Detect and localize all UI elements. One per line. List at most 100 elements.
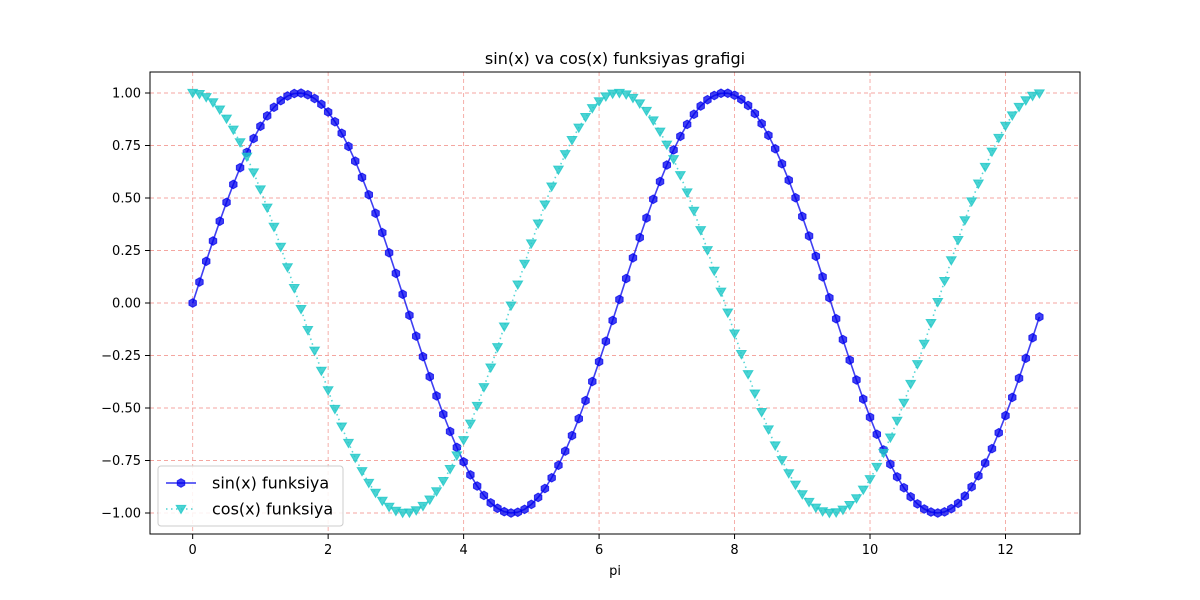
legend-label: sin(x) funksiya [212, 474, 329, 493]
data-point-cos [586, 104, 598, 114]
data-point-sin [560, 446, 570, 457]
data-point-cos [512, 280, 524, 291]
data-point-sin [344, 141, 353, 152]
data-point-sin [987, 443, 997, 454]
data-point-cos [566, 136, 578, 146]
x-tick-label: 2 [324, 543, 332, 558]
data-point-cos [715, 287, 727, 298]
data-point-sin [913, 499, 922, 509]
data-point-sin [886, 459, 895, 470]
data-point-cos [376, 496, 389, 507]
data-point-sin [845, 355, 854, 365]
data-point-cos [336, 422, 348, 433]
data-point-sin [371, 208, 380, 219]
data-point-cos [268, 222, 280, 233]
data-point-cos [444, 465, 456, 475]
data-point-cos [491, 343, 504, 353]
series-sin [188, 88, 1044, 518]
data-point-sin [208, 236, 218, 246]
data-point-sin [777, 158, 787, 169]
data-point-cos [593, 97, 605, 107]
data-point-sin [202, 256, 211, 267]
data-point-cos [552, 165, 565, 176]
data-point-cos [1026, 91, 1039, 102]
x-tick-label: 8 [730, 543, 738, 558]
data-point-sin [750, 108, 760, 119]
data-point-cos [417, 501, 429, 512]
data-point-sin [411, 331, 421, 342]
data-point-cos [898, 398, 910, 409]
data-point-sin [567, 430, 577, 441]
data-point-sin [906, 491, 915, 502]
data-point-sin [967, 481, 976, 492]
data-point-sin [459, 457, 468, 467]
data-point-cos [457, 436, 470, 446]
data-point-cos [769, 441, 781, 452]
data-point-sin [852, 375, 861, 385]
data-point-cos [369, 488, 382, 499]
data-point-sin [357, 172, 367, 183]
data-point-sin [892, 471, 902, 482]
legend-marker [175, 504, 187, 515]
data-point-cos [701, 246, 714, 256]
data-point-sin [696, 101, 705, 111]
data-point-sin [581, 395, 590, 406]
data-point-cos [904, 379, 917, 390]
data-point-cos [742, 370, 754, 380]
data-point-sin [621, 273, 631, 284]
data-point-cos [308, 346, 321, 357]
data-point-cos [647, 116, 659, 126]
legend: sin(x) funksiya cos(x) funksiya [157, 465, 344, 527]
data-point-cos [993, 133, 1005, 144]
data-point-cos [424, 495, 436, 506]
data-point-sin [601, 336, 611, 347]
data-point-cos [735, 350, 747, 360]
data-point-cos [837, 505, 849, 516]
legend-marker [176, 478, 186, 488]
data-point-sin [1021, 353, 1031, 364]
data-point-cos [932, 297, 944, 308]
data-point-sin [256, 121, 265, 132]
data-point-sin [1001, 410, 1010, 421]
series-cos [186, 88, 1046, 519]
y-tick-label: −0.50 [101, 402, 141, 417]
data-point-cos [634, 99, 646, 109]
data-point-sin [682, 119, 692, 130]
data-point-sin [188, 298, 197, 308]
data-point-cos [437, 477, 449, 487]
y-tick-label: −0.25 [101, 349, 141, 364]
data-point-sin [770, 143, 780, 154]
data-point-cos [972, 179, 985, 190]
data-point-cos [545, 182, 558, 193]
data-point-sin [351, 156, 360, 167]
data-point-sin [330, 116, 340, 127]
data-point-sin [384, 247, 394, 258]
data-point-cos [1006, 111, 1018, 121]
data-point-sin [831, 313, 841, 324]
data-point-sin [764, 130, 773, 141]
data-point-cos [532, 219, 544, 230]
data-point-cos [844, 500, 856, 511]
data-point-cos [498, 322, 510, 333]
data-point-cos [952, 235, 964, 246]
data-point-cos [857, 485, 869, 496]
data-point-cos [999, 121, 1012, 132]
data-point-cos [1020, 96, 1032, 106]
chart-title: sin(x) va cos(x) funksiyas grafigi [485, 49, 745, 68]
data-point-cos [525, 239, 538, 249]
data-point-sin [994, 427, 1003, 438]
data-point-sin [323, 107, 333, 117]
data-point-cos [315, 366, 328, 377]
data-point-cos [918, 339, 930, 350]
data-point-sin [500, 506, 509, 517]
y-tick-label: 0.75 [112, 139, 141, 154]
data-point-sin [432, 391, 441, 401]
data-point-sin [418, 351, 428, 362]
data-point-cos [938, 277, 951, 287]
data-point-sin [547, 472, 556, 483]
data-point-cos [688, 206, 700, 217]
data-point-sin [317, 99, 326, 110]
data-point-sin [791, 192, 800, 203]
data-point-cos [864, 475, 876, 485]
data-point-cos [579, 112, 592, 123]
